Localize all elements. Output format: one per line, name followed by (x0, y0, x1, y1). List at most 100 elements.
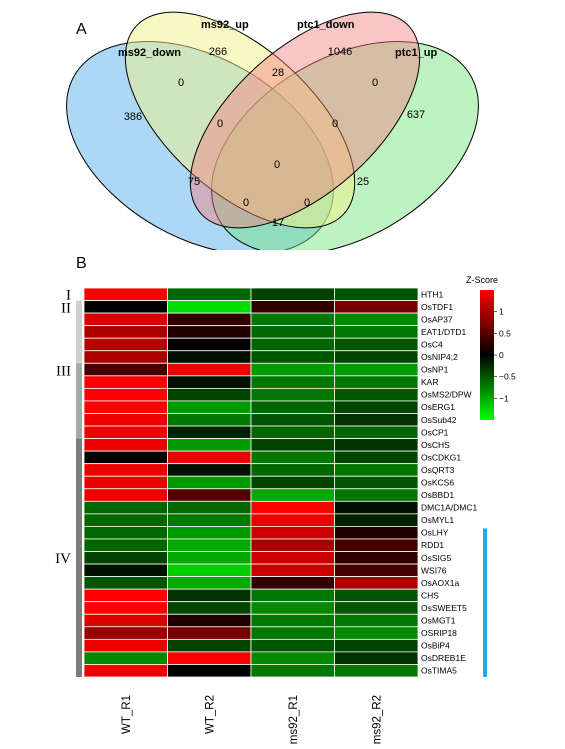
heatmap-cell (334, 350, 419, 364)
heatmap-cell (250, 500, 335, 515)
heatmap-cell (334, 626, 419, 640)
gene-label: OsTIMA5 (421, 666, 457, 676)
column-label: WT_R1 (121, 695, 133, 734)
heatmap-cell (250, 400, 335, 414)
cluster-bar (76, 363, 82, 439)
heatmap-cell (167, 513, 252, 527)
heatmap-cell (334, 387, 419, 402)
gene-label: OsQRT3 (421, 465, 455, 475)
heatmap-cell (250, 513, 335, 527)
heatmap-cell (334, 613, 419, 628)
heatmap-cell (334, 488, 419, 502)
heatmap-cell (334, 400, 419, 414)
gene-label: OsMS2/DPW (421, 390, 472, 400)
heatmap-cell (167, 526, 252, 540)
heatmap-cell (83, 312, 168, 327)
heatmap-cell (250, 626, 335, 640)
venn-count: 0 (217, 118, 223, 130)
heatmap-cell (250, 576, 335, 590)
heatmap-cell (250, 438, 335, 452)
gene-label: OsMYL1 (421, 515, 454, 525)
gene-label: OsAP37 (421, 314, 453, 324)
heatmap-cell (83, 300, 168, 314)
heatmap-cell (167, 638, 252, 653)
gene-label: OsDREB1E (421, 653, 466, 663)
heatmap-cell (334, 463, 419, 477)
heatmap-cell (334, 638, 419, 653)
heatmap-cell (334, 375, 419, 389)
heatmap-cell (83, 576, 168, 590)
heatmap-cell (167, 626, 252, 640)
heatmap-cell (250, 613, 335, 628)
gene-label: OsNP1 (421, 365, 449, 375)
panel-label-b: B (76, 255, 87, 272)
heatmap-cell (167, 613, 252, 628)
heatmap-cell (250, 350, 335, 364)
heatmap-cell (334, 551, 419, 565)
legend-tick-label: 1 (499, 307, 504, 317)
venn-count: 637 (407, 109, 425, 121)
heatmap-cell (83, 613, 168, 628)
cluster-label: IV (55, 551, 71, 567)
heatmap-cell (334, 287, 419, 301)
venn-count: 0 (178, 77, 184, 89)
heatmap-cell (167, 387, 252, 402)
heatmap-cell (250, 526, 335, 540)
heatmap-cell (83, 438, 168, 452)
gene-label: OsSIG5 (421, 553, 452, 563)
cluster-bar (76, 288, 82, 301)
heatmap-cell (250, 425, 335, 439)
gene-label: EAT1/DTD1 (421, 327, 466, 337)
venn-label-ptc1-down: ptc1_down (297, 19, 355, 31)
gene-label: OsSub42 (421, 415, 457, 425)
heatmap-cell (167, 300, 252, 314)
column-label: ms92_R1 (288, 695, 300, 744)
heatmap-cell (83, 664, 168, 678)
venn-set-ptc1-down (189, 11, 421, 229)
heatmap-cell (250, 337, 335, 352)
heatmap-cell (334, 526, 419, 540)
heatmap-cell (167, 588, 252, 603)
heatmap-cell (334, 325, 419, 339)
heatmap-cell (334, 413, 419, 427)
heatmap-cell (83, 287, 168, 301)
legend-colorbar (480, 290, 494, 420)
heatmap-cell (250, 651, 335, 665)
gene-label: KAR (421, 377, 438, 387)
heatmap-cell (334, 538, 419, 552)
heatmap-cell (167, 400, 252, 414)
gene-label: WSI76 (421, 565, 447, 575)
heatmap-cell (250, 563, 335, 578)
heatmap-cell (83, 463, 168, 477)
heatmap-cell (334, 513, 419, 527)
heatmap-cell (167, 350, 252, 364)
heatmap-cell (334, 563, 419, 578)
heatmap-cell (167, 538, 252, 552)
venn-count: 1046 (328, 46, 352, 58)
heatmap-cell (250, 588, 335, 603)
heatmap-cell (334, 651, 419, 665)
cluster-label: I (66, 287, 71, 303)
heatmap-cell (83, 488, 168, 502)
venn-count: 0 (332, 118, 338, 130)
heatmap-cell (83, 601, 168, 615)
heatmap-cell (334, 300, 419, 314)
heatmap-cell (167, 664, 252, 678)
heatmap-cell (167, 651, 252, 665)
heatmap-cell (83, 387, 168, 402)
heatmap-cell (167, 375, 252, 389)
venn-label-ms92-up: ms92_up (201, 19, 249, 31)
venn-count: 28 (272, 67, 284, 79)
venn-label-ptc1-up: ptc1_up (395, 47, 437, 59)
venn-label-ms92-down: ms92_down (118, 47, 181, 59)
heatmap-cell (167, 337, 252, 352)
heatmap-cell (167, 312, 252, 327)
venn-count: 25 (357, 176, 369, 188)
heatmap-cell (250, 287, 335, 301)
heatmap-cell (334, 500, 419, 515)
venn-set-ms92-up (124, 11, 356, 229)
cluster-label: II (61, 301, 71, 317)
heatmap-cell (83, 325, 168, 339)
gene-label: OsMGT1 (421, 616, 456, 626)
heatmap-cell (83, 475, 168, 490)
